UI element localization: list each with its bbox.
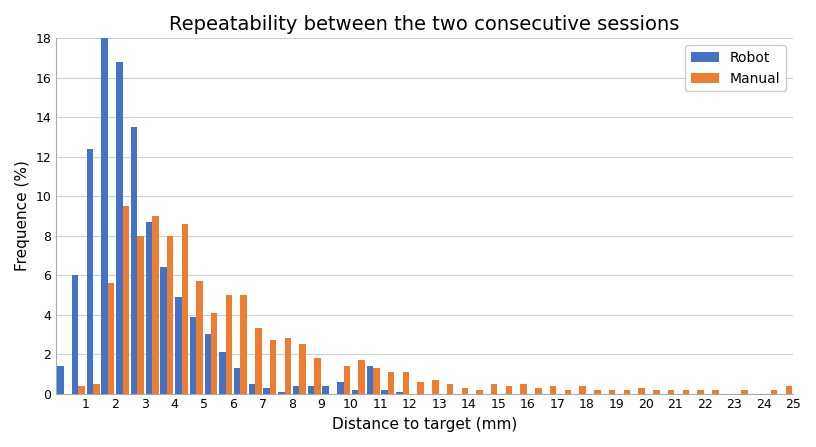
Bar: [160, 267, 166, 393]
Bar: [447, 384, 453, 393]
Bar: [137, 236, 144, 393]
Bar: [190, 316, 197, 393]
Bar: [786, 386, 792, 393]
Bar: [255, 329, 262, 393]
Bar: [506, 386, 512, 393]
Y-axis label: Frequence (%): Frequence (%): [15, 160, 30, 271]
Bar: [344, 366, 350, 393]
Title: Repeatability between the two consecutive sessions: Repeatability between the two consecutiv…: [170, 15, 680, 34]
Bar: [771, 390, 778, 393]
Bar: [402, 372, 409, 393]
Bar: [241, 295, 247, 393]
Bar: [462, 388, 468, 393]
Bar: [535, 388, 542, 393]
Bar: [220, 352, 226, 393]
Bar: [682, 390, 689, 393]
Bar: [565, 390, 571, 393]
Bar: [594, 390, 601, 393]
Bar: [352, 390, 358, 393]
Bar: [249, 384, 255, 393]
Bar: [270, 340, 277, 393]
Bar: [131, 127, 137, 393]
Bar: [308, 386, 314, 393]
Bar: [609, 390, 615, 393]
Bar: [86, 149, 93, 393]
Bar: [653, 390, 659, 393]
Bar: [521, 384, 527, 393]
Bar: [175, 297, 181, 393]
Bar: [299, 344, 306, 393]
Legend: Robot, Manual: Robot, Manual: [685, 45, 786, 91]
Bar: [197, 281, 202, 393]
Bar: [181, 224, 188, 393]
Bar: [72, 275, 78, 393]
Bar: [152, 216, 158, 393]
Bar: [742, 390, 748, 393]
Bar: [579, 386, 586, 393]
Bar: [211, 312, 218, 393]
Bar: [108, 283, 114, 393]
Bar: [57, 366, 64, 393]
Bar: [698, 390, 703, 393]
Bar: [234, 368, 241, 393]
Bar: [264, 388, 270, 393]
Bar: [314, 358, 321, 393]
Bar: [322, 386, 329, 393]
Bar: [623, 390, 630, 393]
Bar: [417, 382, 424, 393]
Bar: [638, 388, 645, 393]
Bar: [122, 206, 129, 393]
Bar: [166, 236, 173, 393]
Bar: [226, 295, 233, 393]
Bar: [93, 384, 100, 393]
Bar: [396, 392, 402, 393]
Bar: [491, 384, 498, 393]
Bar: [366, 366, 373, 393]
Bar: [667, 390, 674, 393]
Bar: [381, 390, 388, 393]
X-axis label: Distance to target (mm): Distance to target (mm): [332, 417, 517, 432]
Bar: [358, 360, 365, 393]
Bar: [101, 38, 108, 393]
Bar: [712, 390, 719, 393]
Bar: [145, 222, 152, 393]
Bar: [278, 392, 285, 393]
Bar: [293, 386, 299, 393]
Bar: [432, 380, 438, 393]
Bar: [477, 390, 483, 393]
Bar: [285, 338, 291, 393]
Bar: [373, 368, 379, 393]
Bar: [116, 62, 122, 393]
Bar: [388, 372, 394, 393]
Bar: [550, 386, 557, 393]
Bar: [78, 386, 85, 393]
Bar: [337, 382, 344, 393]
Bar: [205, 334, 211, 393]
